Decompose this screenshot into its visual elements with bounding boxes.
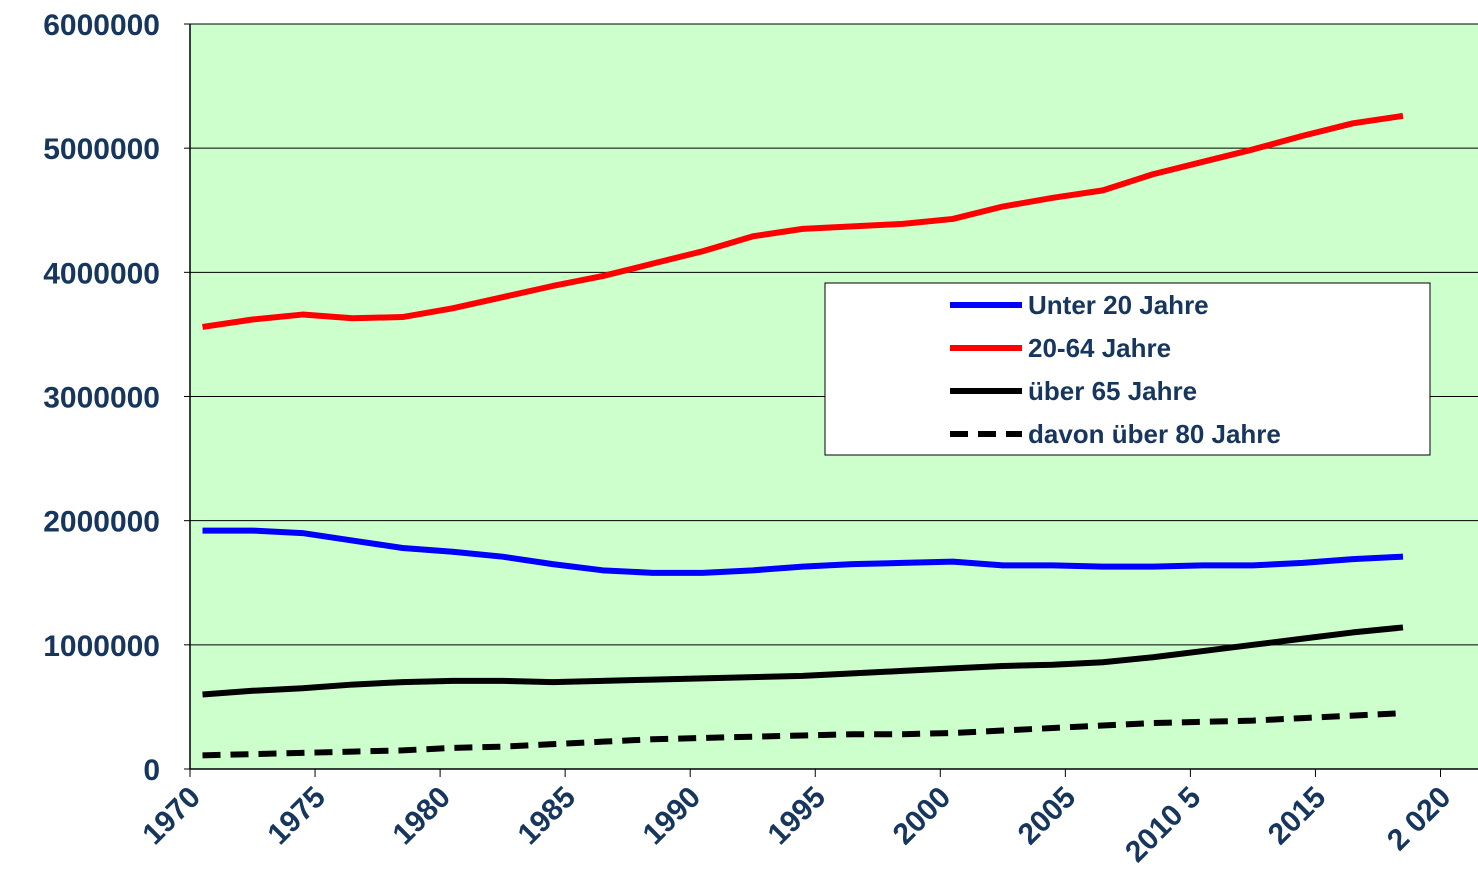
legend-label: 20-64 Jahre <box>1028 333 1171 363</box>
x-tick-label: 1990 <box>637 781 708 852</box>
y-tick-label: 4000000 <box>43 257 160 290</box>
series-line <box>202 112 1404 330</box>
series-line <box>202 624 1404 698</box>
x-tick-label: 1985 <box>512 781 583 852</box>
y-tick-label: 1000000 <box>43 630 160 663</box>
x-tick-label: 2005 <box>1012 781 1083 852</box>
x-tick-label: 2015 <box>1262 781 1333 852</box>
y-tick-label: 6000000 <box>43 9 160 42</box>
y-tick-label: 2000000 <box>43 506 160 539</box>
series-line <box>202 527 1404 576</box>
x-tick-label: 1975 <box>261 781 332 852</box>
x-tick-label: 2 020 <box>1381 781 1457 857</box>
x-tick-label: 2010 5 <box>1119 781 1207 869</box>
y-tick-label: 3000000 <box>43 382 160 415</box>
legend <box>824 282 1431 456</box>
x-tick-label: 2000 <box>887 781 958 852</box>
series-line <box>202 710 1404 759</box>
y-tick-label: 5000000 <box>43 133 160 166</box>
legend-label: Unter 20 Jahre <box>1028 290 1209 320</box>
x-tick-label: 1970 <box>136 781 207 852</box>
legend-label: über 65 Jahre <box>1028 376 1197 406</box>
x-tick-label: 1995 <box>762 781 833 852</box>
x-tick-label: 1980 <box>387 781 458 852</box>
y-tick-label: 0 <box>143 754 160 787</box>
legend-label: davon über 80 Jahre <box>1028 419 1281 449</box>
